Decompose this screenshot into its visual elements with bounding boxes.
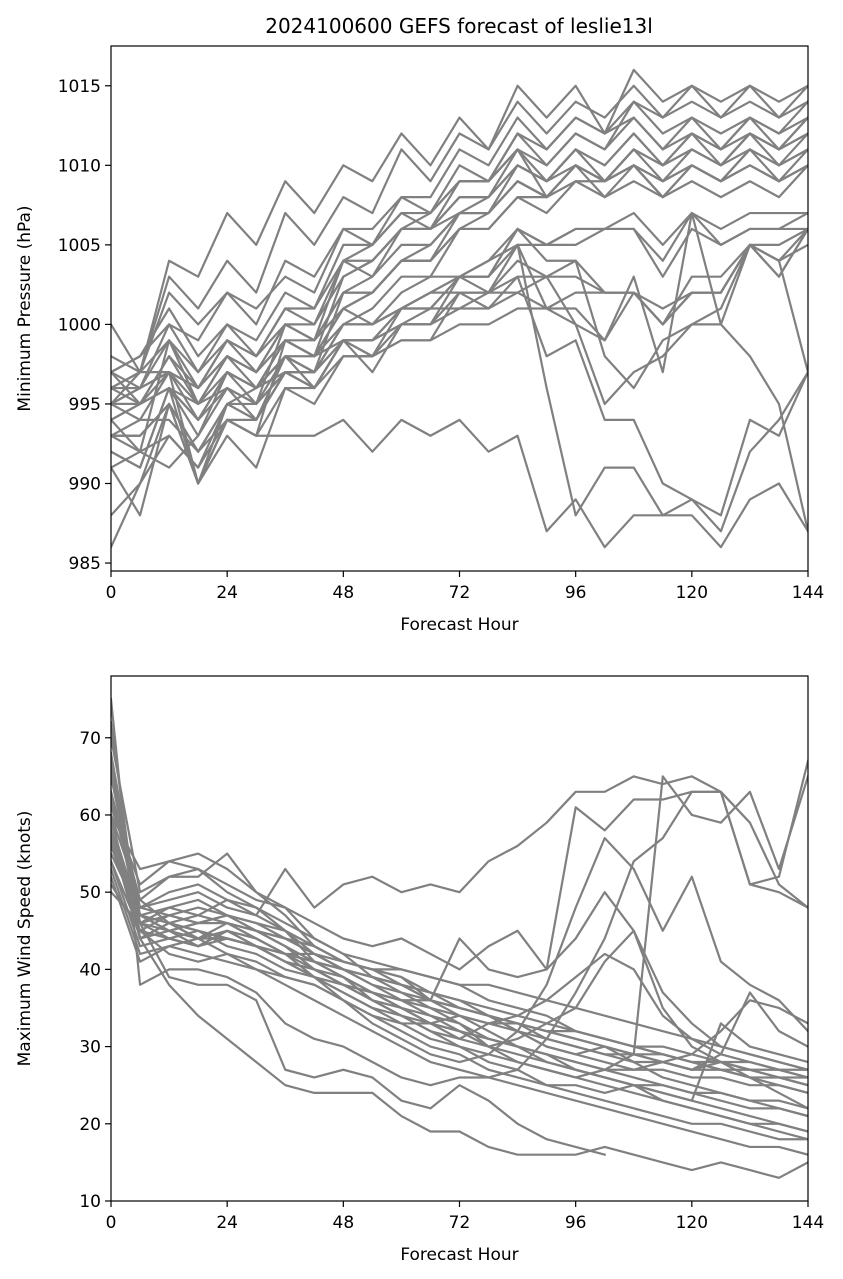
pressure-y-axis-label: Minimum Pressure (hPa) bbox=[15, 205, 35, 411]
wind-series-line-16 bbox=[111, 875, 808, 1156]
wind-ytick-label: 40 bbox=[79, 960, 101, 980]
wind-chart: 0 24 48 72 96 120 144 10 20 30 40 50 60 70 Forecast Ho… bbox=[15, 675, 824, 1265]
wind-ytick-label: 60 bbox=[79, 806, 101, 826]
pressure-xtick-label: 144 bbox=[792, 583, 824, 603]
wind-series-group bbox=[111, 697, 808, 1179]
pressure-xtick-label: 96 bbox=[565, 583, 587, 603]
pressure-xtick-label: 0 bbox=[106, 583, 117, 603]
wind-series-line-29 bbox=[111, 844, 808, 1095]
pressure-ytick-label: 995 bbox=[69, 395, 101, 415]
wind-xtick-label: 0 bbox=[106, 1213, 117, 1233]
pressure-ytick-label: 1010 bbox=[58, 156, 101, 176]
wind-ytick-label: 70 bbox=[79, 729, 101, 749]
wind-series-line-19 bbox=[111, 813, 808, 1179]
pressure-chart: 2024100600 GEFS forecast of leslie13l 0 2… bbox=[15, 14, 824, 635]
wind-xtick-label: 24 bbox=[216, 1213, 238, 1233]
wind-xtick-label: 120 bbox=[676, 1213, 708, 1233]
pressure-series-line-15 bbox=[111, 132, 808, 374]
pressure-series-group bbox=[111, 68, 808, 549]
pressure-series-line-24 bbox=[111, 243, 808, 406]
pressure-xtick-label: 24 bbox=[216, 583, 238, 603]
wind-xtick-label: 48 bbox=[333, 1213, 355, 1233]
wind-series-line-3 bbox=[111, 736, 808, 1110]
pressure-series-line-11 bbox=[111, 84, 808, 374]
wind-ytick-label: 20 bbox=[79, 1115, 101, 1135]
wind-ytick-label: 30 bbox=[79, 1038, 101, 1058]
pressure-ytick-label: 1015 bbox=[58, 77, 101, 97]
wind-y-axis-label: Maximum Wind Speed (knots) bbox=[15, 811, 35, 1067]
wind-xtick-label: 72 bbox=[449, 1213, 471, 1233]
wind-ytick-label: 50 bbox=[79, 883, 101, 903]
pressure-ytick-label: 985 bbox=[69, 554, 101, 574]
pressure-series-line-29 bbox=[111, 227, 808, 517]
wind-xtick-label: 144 bbox=[792, 1213, 824, 1233]
pressure-xtick-label: 48 bbox=[333, 583, 355, 603]
wind-x-axis-label: Forecast Hour bbox=[400, 1245, 518, 1265]
pressure-xtick-label: 120 bbox=[676, 583, 708, 603]
pressure-x-axis-label: Forecast Hour bbox=[400, 615, 518, 635]
wind-series-line-14 bbox=[111, 859, 808, 1133]
wind-series-line-28 bbox=[111, 775, 808, 1071]
wind-series-line-17 bbox=[111, 882, 808, 1118]
pressure-ytick-label: 1005 bbox=[58, 236, 101, 256]
pressure-chart-title: 2024100600 GEFS forecast of leslie13l bbox=[265, 14, 653, 38]
pressure-xtick-label: 72 bbox=[449, 583, 471, 603]
pressure-ytick-label: 990 bbox=[69, 475, 101, 495]
wind-ytick-label: 10 bbox=[79, 1192, 101, 1212]
wind-series-line-20 bbox=[111, 759, 607, 1157]
pressure-ytick-label: 1000 bbox=[58, 315, 101, 335]
wind-series-line-23 bbox=[111, 775, 808, 940]
wind-xtick-label: 96 bbox=[565, 1213, 587, 1233]
wind-series-line-24 bbox=[111, 859, 808, 1071]
